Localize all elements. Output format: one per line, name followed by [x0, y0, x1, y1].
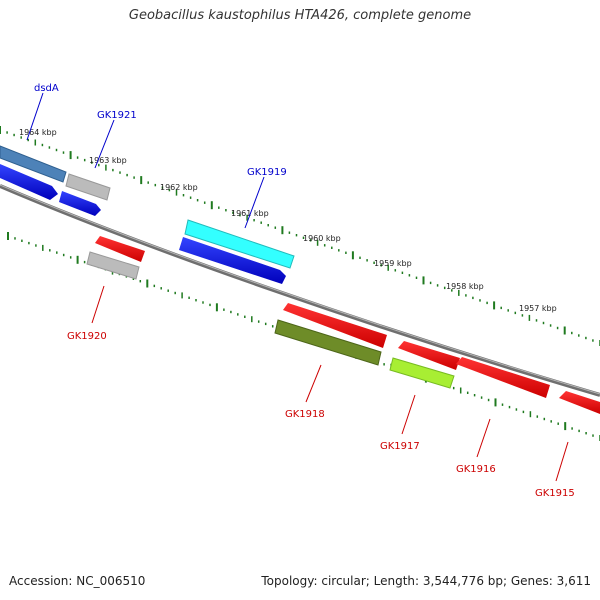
gene-GK1919[interactable] — [179, 237, 286, 284]
gene-label-GK1917[interactable]: GK1917 — [380, 441, 420, 452]
gene-label-GK1916[interactable]: GK1916 — [456, 464, 496, 475]
kbp-label-1960: 1960 kbp — [303, 234, 341, 243]
kbp-label-1957: 1957 kbp — [519, 304, 557, 313]
label-leaders — [26, 92, 569, 482]
minus-strand-genes — [86, 236, 600, 414]
gene-GK1916[interactable] — [456, 357, 550, 398]
kbp-label-1958: 1958 kbp — [446, 282, 484, 291]
gene-GK1918-olive[interactable] — [274, 319, 382, 366]
tick-tracks — [0, 126, 600, 441]
gene-label-dsdA[interactable]: dsdA — [34, 83, 59, 94]
kbp-label-1964: 1964 kbp — [19, 128, 57, 137]
gene-GK1917-lime[interactable] — [389, 357, 455, 389]
gene-GK1917[interactable] — [398, 341, 460, 370]
gene-label-GK1915[interactable]: GK1915 — [535, 488, 575, 499]
gene-label-GK1918[interactable]: GK1918 — [285, 409, 325, 420]
gene-GK1915[interactable] — [559, 391, 600, 414]
gene-GK1919-cyan[interactable] — [184, 219, 295, 269]
kbp-label-1963: 1963 kbp — [89, 156, 127, 165]
kbp-label-1962: 1962 kbp — [160, 183, 198, 192]
gene-GK1920-grey[interactable] — [86, 251, 140, 280]
gene-GK1921[interactable] — [59, 191, 101, 216]
accession-text: Accession: NC_006510 — [9, 574, 146, 588]
gene-dsdA[interactable] — [0, 164, 58, 200]
genome-backbone-highlight — [0, 184, 600, 395]
gene-dsdA-upper[interactable] — [0, 145, 67, 183]
gene-GK1921-grey[interactable] — [65, 173, 111, 201]
kbp-label-1961: 1961 kbp — [231, 209, 269, 218]
gene-label-GK1920[interactable]: GK1920 — [67, 331, 107, 342]
genome-summary-text: Topology: circular; Length: 3,544,776 bp… — [261, 574, 591, 588]
kbp-label-1959: 1959 kbp — [374, 259, 412, 268]
map-title: Geobacillus kaustophilus HTA426, complet… — [128, 8, 472, 23]
gene-label-GK1921[interactable]: GK1921 — [97, 110, 137, 121]
gene-GK1920[interactable] — [95, 236, 145, 262]
plus-strand-genes — [0, 145, 295, 284]
genome-backbone — [0, 184, 600, 397]
gene-GK1918[interactable] — [283, 303, 387, 348]
kbp-scale: 1964 kbp 1963 kbp 1962 kbp 1961 kbp 1960… — [19, 128, 557, 313]
gene-labels: dsdA GK1921 GK1919 GK1920 GK1918 GK1917 … — [34, 83, 575, 499]
gene-label-GK1919[interactable]: GK1919 — [247, 167, 287, 178]
